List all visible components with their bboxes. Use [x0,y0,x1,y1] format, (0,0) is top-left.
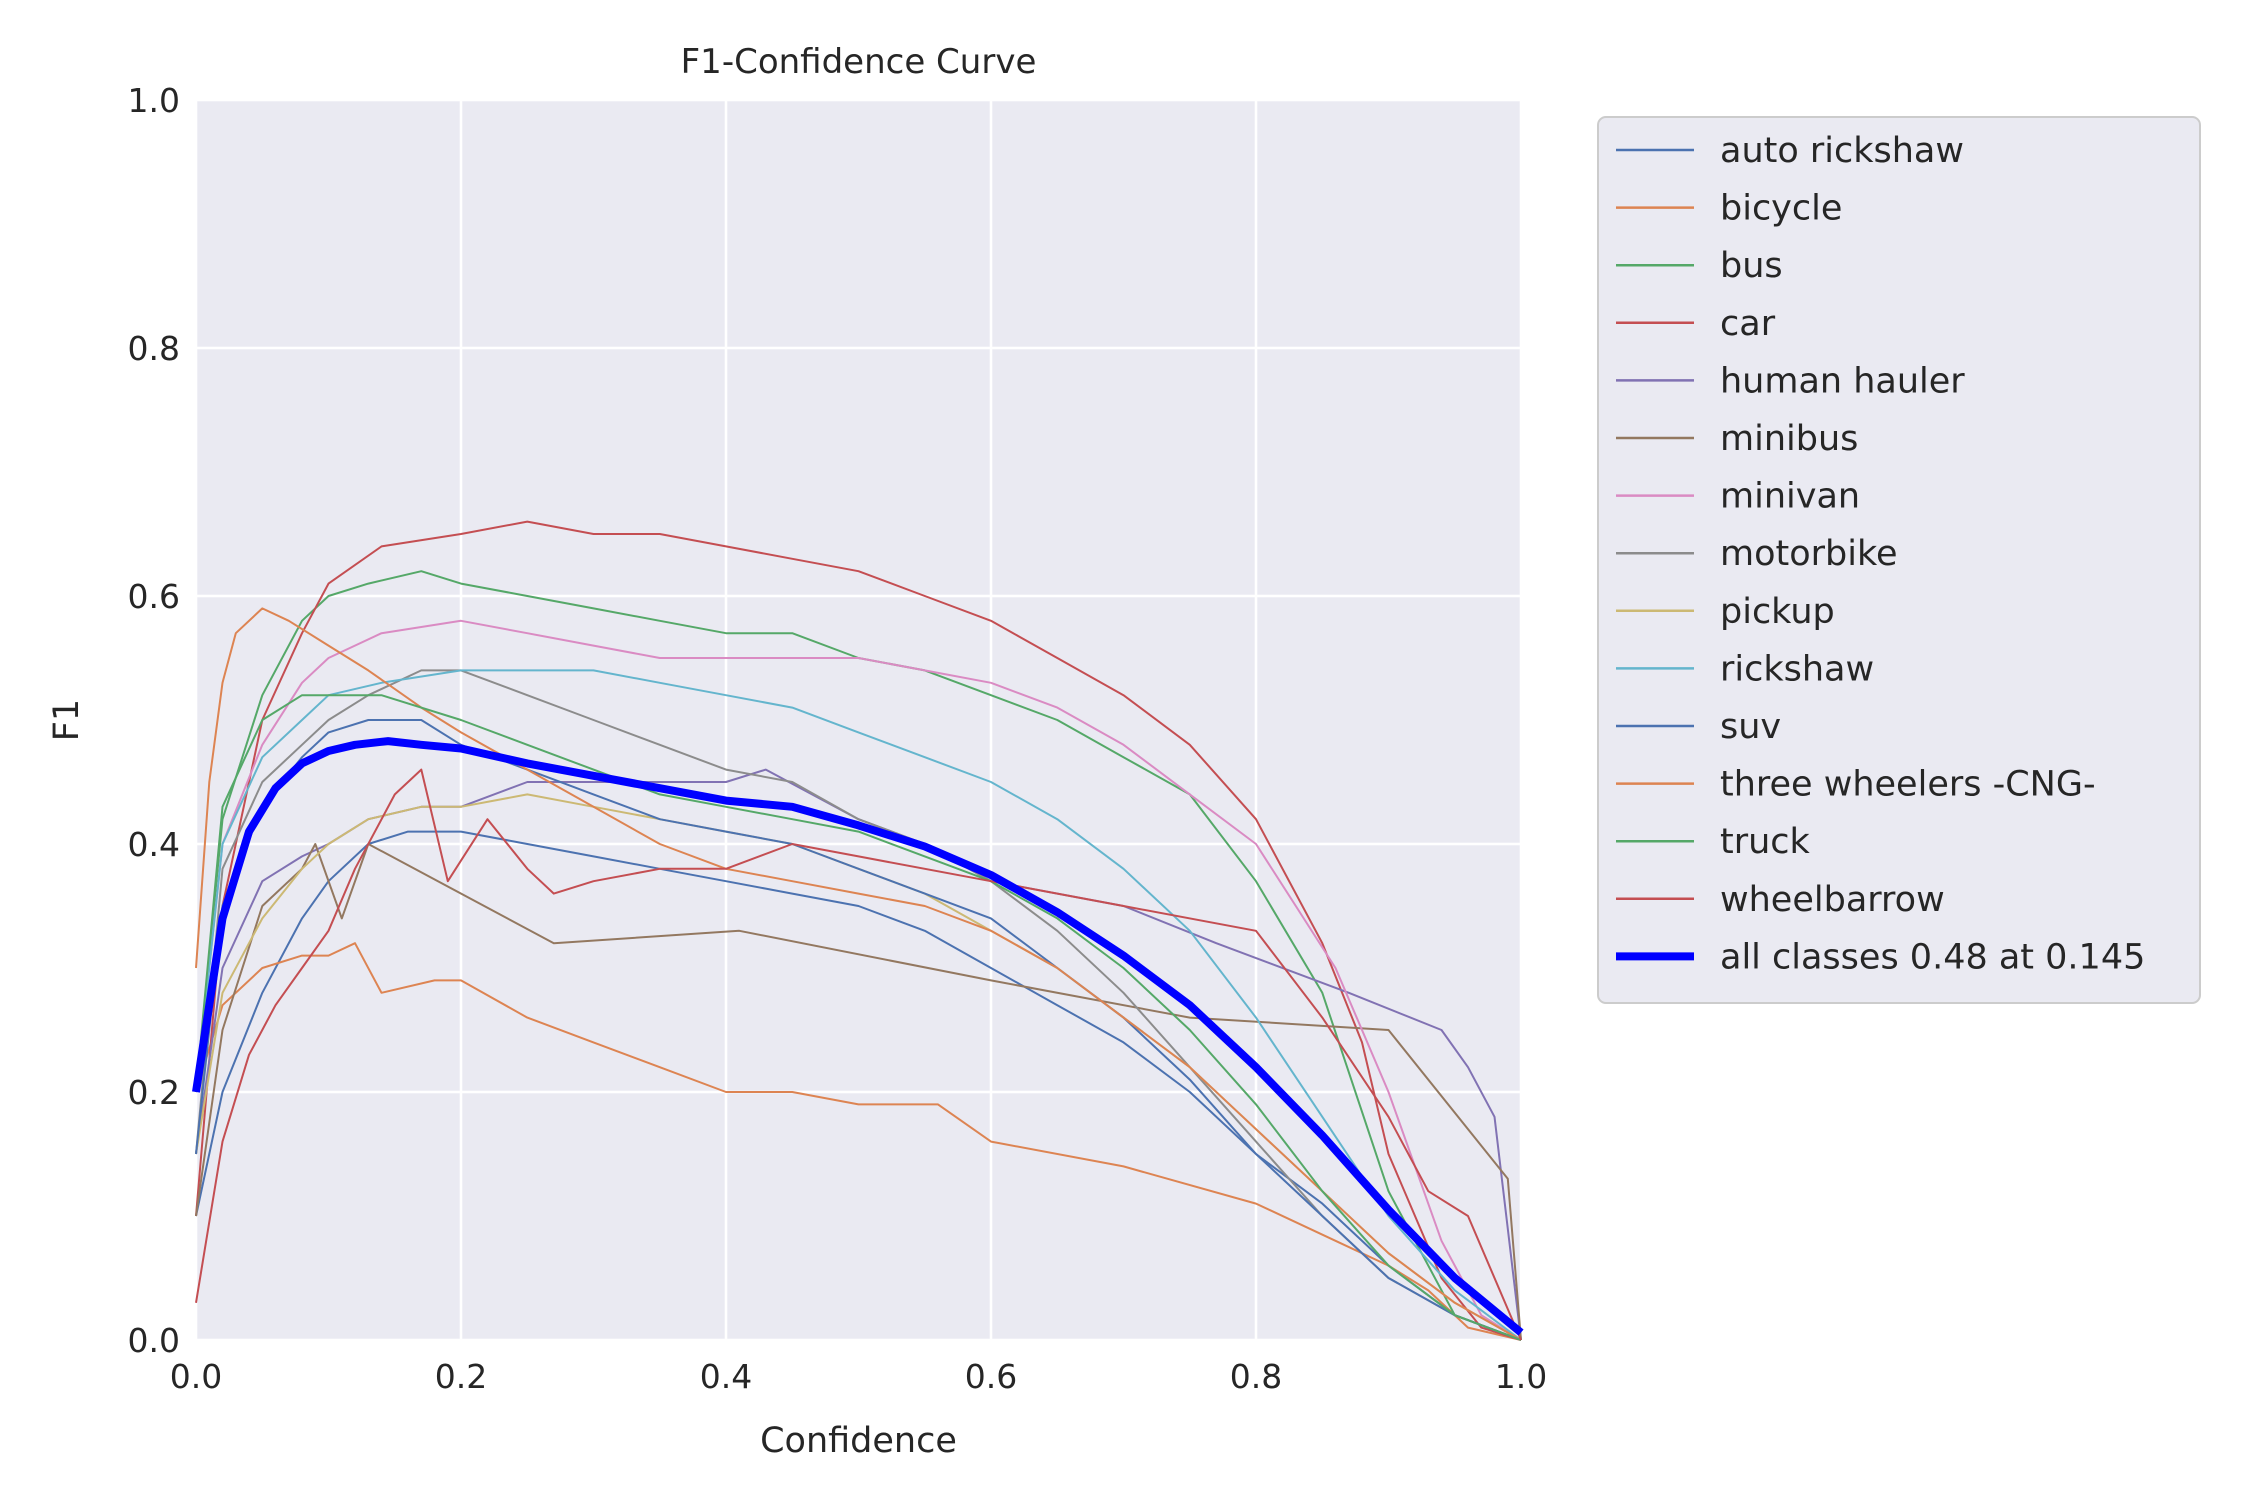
legend-entry: rickshaw [1720,649,1874,689]
legend-entry: wheelbarrow [1720,880,1945,920]
legend-entry: auto rickshaw [1720,131,1964,171]
series-line-minivan [195,619,1522,1341]
series-line-car [195,520,1522,1341]
legend-entry: all classes 0.48 at 0.145 [1720,937,2145,977]
x-tick-label: 0.4 [700,1357,752,1396]
legend-entry: truck [1720,822,1811,862]
y-tick-label: 0.8 [128,329,180,368]
y-tick-label: 0.2 [128,1073,180,1112]
legend-entry: bicycle [1720,189,1842,229]
legend: auto rickshaw bicycle bus car human hauler mi… [1597,116,2201,1004]
x-axis-label: Confidence [760,1421,957,1461]
series-line-wheelbarrow [195,768,1522,1341]
legend-entry: pickup [1720,592,1835,632]
legend-entry: minivan [1720,477,1860,517]
x-tick-label: 1.0 [1495,1357,1547,1396]
series-line-all-classes-0-48-at-0-145 [192,737,1524,1336]
series-line-bicycle [195,942,1522,1341]
x-tick-label: 0.6 [965,1357,1017,1396]
legend-entry: three wheelers -CNG- [1720,765,2096,805]
series-line-rickshaw [195,669,1522,1341]
series-line-three-wheelers-cng [195,607,1522,1341]
axis-ticks: 0.0 0.2 0.4 0.6 0.8 1.0 0.0 0.2 0.4 0.6 0.8 1.0 [128,81,1548,1396]
x-tick-label: 0.8 [1230,1357,1282,1396]
legend-entry: suv [1720,707,1781,747]
series-line-motorbike [195,669,1522,1341]
legend-entry: car [1720,304,1776,344]
y-tick-label: 0.6 [128,577,180,616]
y-tick-label: 1.0 [128,81,180,120]
y-tick-label: 0.4 [128,825,180,864]
chart-title: F1-Confidence Curve [681,42,1037,82]
legend-entry: human hauler [1720,361,1965,401]
y-tick-label: 0.0 [128,1321,180,1360]
series-line-minibus [195,843,1522,1341]
series-lines [192,520,1524,1341]
series-line-auto-rickshaw [195,830,1522,1341]
x-tick-label: 0.0 [170,1357,222,1396]
series-line-bus [195,570,1522,1341]
y-axis-label: F1 [47,699,87,741]
x-tick-label: 0.2 [435,1357,487,1396]
legend-entry: bus [1720,246,1783,286]
legend-entry: minibus [1720,419,1858,459]
legend-box [1597,116,2201,1004]
legend-entry: motorbike [1720,534,1898,574]
series-line-suv [195,719,1522,1341]
series-line-human-hauler [195,768,1522,1341]
series-line-truck [195,694,1522,1341]
